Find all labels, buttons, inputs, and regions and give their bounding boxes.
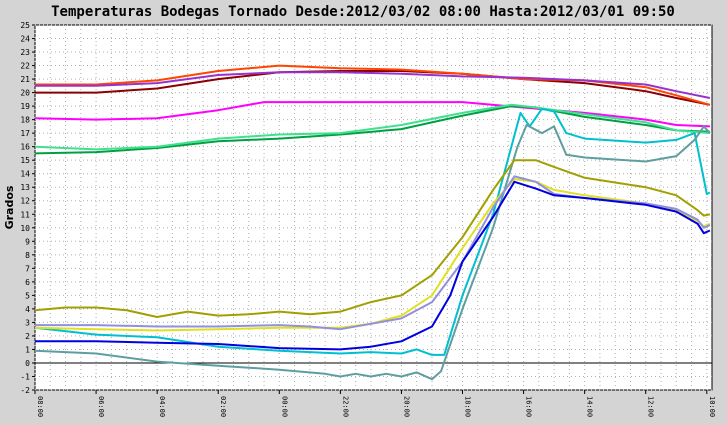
y-tick-label: 15 — [20, 156, 30, 165]
x-tick-label: 20:00 — [402, 396, 410, 417]
x-tick-label: 16:00 — [525, 396, 533, 417]
y-tick-label: 1 — [25, 345, 30, 354]
series-group — [34, 64, 711, 381]
x-tick-label: 12:00 — [647, 396, 655, 417]
y-tick-label: -2 — [20, 386, 30, 395]
series-line-5 — [34, 105, 710, 155]
x-ticks: 08:00 06:00 04:00 02:00 00:00 22:00 20:00 18:00… — [34, 390, 716, 417]
x-tick-label: 18:00 — [464, 396, 472, 417]
series-line-3 — [35, 71, 711, 99]
series-line-2 — [35, 64, 711, 106]
y-tick-label: 6 — [25, 278, 30, 287]
y-tick-label: 4 — [25, 305, 30, 314]
y-tick-label: 9 — [25, 237, 30, 246]
series-line-4 — [34, 101, 710, 128]
y-tick-label: 11 — [20, 210, 30, 219]
plot-area — [34, 24, 713, 391]
y-tick-label: 2 — [25, 332, 30, 341]
series-line-7 — [34, 107, 711, 356]
y-tick-label: 7 — [25, 264, 30, 273]
x-tick-label: 02:00 — [219, 396, 227, 417]
y-tick-label: 8 — [25, 251, 30, 260]
x-tick-label: 10:00 — [708, 396, 716, 417]
y-tick-label: 16 — [20, 143, 30, 152]
y-ticks: -2-1012345678910111213141516171819202122… — [20, 21, 35, 395]
y-tick-label: 10 — [20, 224, 30, 233]
series-line-8 — [34, 124, 711, 381]
series-line-12 — [35, 180, 711, 351]
x-tick-label: 22:00 — [341, 396, 349, 417]
y-tick-label: -1 — [20, 372, 30, 381]
y-tick-label: 20 — [20, 89, 30, 98]
x-tick-label: 00:00 — [280, 396, 288, 417]
series-line-1 — [35, 70, 711, 106]
y-axis-label: Grados — [3, 185, 16, 229]
y-tick-label: 24 — [20, 35, 30, 44]
y-tick-label: 12 — [20, 197, 30, 206]
y-tick-label: 3 — [25, 318, 30, 327]
series-line-9 — [34, 159, 711, 318]
y-tick-label: 22 — [20, 62, 30, 71]
y-tick-label: 14 — [20, 170, 30, 179]
y-tick-label: 17 — [20, 129, 30, 138]
y-tick-label: 23 — [20, 48, 30, 57]
y-tick-label: 19 — [20, 102, 30, 111]
x-tick-label: 08:00 — [36, 396, 44, 417]
x-tick-label: 04:00 — [158, 396, 166, 417]
y-tick-label: 25 — [20, 21, 30, 30]
series-line-10 — [34, 178, 711, 332]
x-tick-label: 06:00 — [97, 396, 105, 417]
y-tick-label: 13 — [20, 183, 30, 192]
y-tick-label: 18 — [20, 116, 30, 125]
y-tick-label: 21 — [20, 75, 30, 84]
series-line-6 — [34, 103, 710, 151]
chart-title: Temperaturas Bodegas Tornado Desde:2012/… — [51, 4, 675, 20]
y-tick-label: 5 — [25, 291, 30, 300]
x-tick-label: 14:00 — [586, 396, 594, 417]
y-tick-label: 0 — [25, 359, 30, 368]
